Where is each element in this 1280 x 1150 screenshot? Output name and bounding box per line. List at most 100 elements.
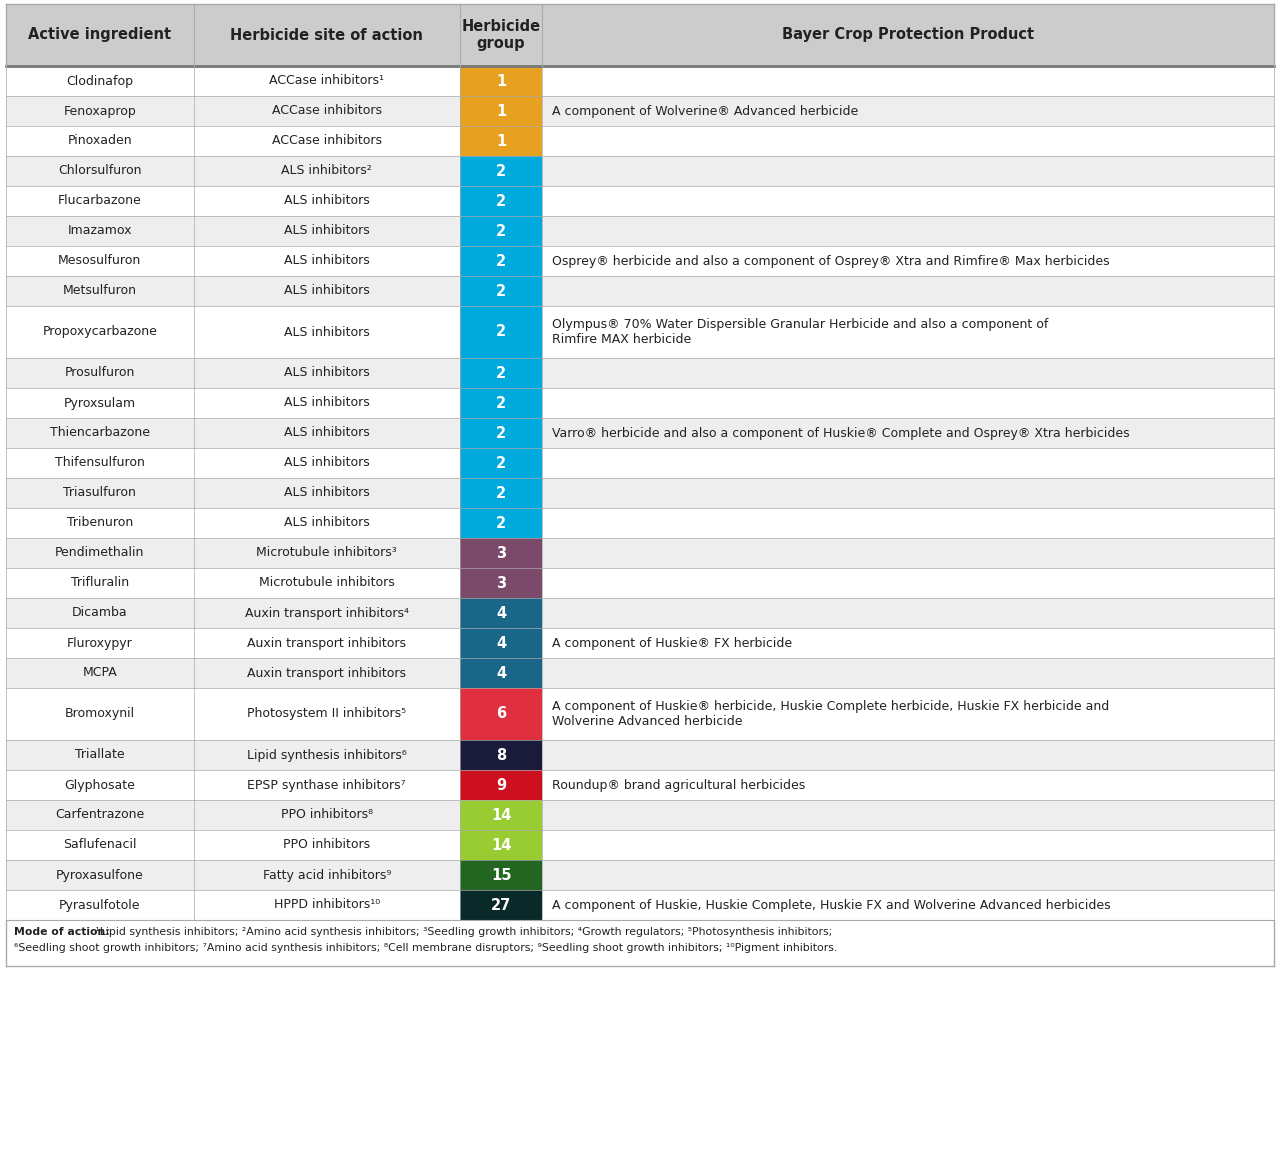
Bar xyxy=(460,306,543,358)
Text: Photosystem II inhibitors⁵: Photosystem II inhibitors⁵ xyxy=(247,707,406,721)
Text: ALS inhibitors: ALS inhibitors xyxy=(284,325,370,338)
Bar xyxy=(460,890,543,920)
Bar xyxy=(6,216,193,246)
Text: PPO inhibitors⁸: PPO inhibitors⁸ xyxy=(280,808,372,821)
Text: Microtubule inhibitors³: Microtubule inhibitors³ xyxy=(256,546,397,560)
Bar xyxy=(543,739,1274,771)
Text: Imazamox: Imazamox xyxy=(68,224,132,238)
Text: A component of Wolverine® Advanced herbicide: A component of Wolverine® Advanced herbi… xyxy=(553,105,859,117)
Bar xyxy=(460,478,543,508)
Bar xyxy=(460,860,543,890)
Text: Prosulfuron: Prosulfuron xyxy=(65,367,134,380)
Bar xyxy=(543,478,1274,508)
Text: 2: 2 xyxy=(497,253,506,268)
Text: Flucarbazone: Flucarbazone xyxy=(58,194,142,207)
Text: Pyrasulfotole: Pyrasulfotole xyxy=(59,898,141,912)
Text: 1: 1 xyxy=(497,74,507,89)
Text: Chlorsulfuron: Chlorsulfuron xyxy=(58,164,142,177)
Text: 1: 1 xyxy=(497,104,507,118)
Bar xyxy=(543,156,1274,186)
Bar xyxy=(6,388,193,417)
Text: 14: 14 xyxy=(492,837,511,852)
Text: ⁶Seedling shoot growth inhibitors; ⁷Amino acid synthesis inhibitors; ⁸Cell membr: ⁶Seedling shoot growth inhibitors; ⁷Amin… xyxy=(14,943,837,953)
Bar xyxy=(460,448,543,478)
Text: Bromoxynil: Bromoxynil xyxy=(65,707,134,721)
Text: 2: 2 xyxy=(497,455,506,470)
Text: A component of Huskie® FX herbicide: A component of Huskie® FX herbicide xyxy=(553,636,792,650)
Text: Mode of action:: Mode of action: xyxy=(14,927,110,937)
Text: Pyroxsulam: Pyroxsulam xyxy=(64,397,136,409)
Text: Clodinafop: Clodinafop xyxy=(67,75,133,87)
Text: Lipid synthesis inhibitors⁶: Lipid synthesis inhibitors⁶ xyxy=(247,749,407,761)
Text: EPSP synthase inhibitors⁷: EPSP synthase inhibitors⁷ xyxy=(247,779,406,791)
Text: 1: 1 xyxy=(497,133,507,148)
Text: PPO inhibitors: PPO inhibitors xyxy=(283,838,370,851)
Text: Herbicide site of action: Herbicide site of action xyxy=(230,28,424,43)
Text: 6: 6 xyxy=(497,706,506,721)
Bar xyxy=(193,417,460,448)
Bar xyxy=(460,66,543,95)
Bar xyxy=(460,739,543,771)
Text: 8: 8 xyxy=(497,748,507,762)
Text: 2: 2 xyxy=(497,284,506,299)
Bar xyxy=(193,770,460,800)
Bar xyxy=(6,448,193,478)
Bar xyxy=(193,628,460,658)
Text: ALS inhibitors: ALS inhibitors xyxy=(284,254,370,268)
Bar xyxy=(460,568,543,598)
Bar xyxy=(6,66,193,95)
Bar xyxy=(543,306,1274,358)
Text: MCPA: MCPA xyxy=(82,667,118,680)
Bar xyxy=(543,186,1274,216)
Bar xyxy=(460,800,543,830)
Text: 2: 2 xyxy=(497,163,506,178)
Text: 27: 27 xyxy=(492,897,511,912)
Bar xyxy=(543,628,1274,658)
Text: Dicamba: Dicamba xyxy=(72,606,128,620)
Bar xyxy=(460,628,543,658)
Bar xyxy=(193,568,460,598)
Bar xyxy=(6,508,193,538)
Bar xyxy=(543,388,1274,417)
Text: ALS inhibitors: ALS inhibitors xyxy=(284,367,370,380)
Text: ALS inhibitors: ALS inhibitors xyxy=(284,427,370,439)
Bar xyxy=(193,358,460,388)
Text: 2: 2 xyxy=(497,485,506,500)
Bar xyxy=(543,66,1274,95)
Bar xyxy=(6,598,193,628)
Text: Tribenuron: Tribenuron xyxy=(67,516,133,529)
Bar xyxy=(6,538,193,568)
Bar xyxy=(543,658,1274,688)
Bar xyxy=(6,95,193,126)
Bar xyxy=(543,276,1274,306)
Bar xyxy=(6,3,1274,66)
Text: Pendimethalin: Pendimethalin xyxy=(55,546,145,560)
Text: ACCase inhibitors¹: ACCase inhibitors¹ xyxy=(269,75,384,87)
Text: Saflufenacil: Saflufenacil xyxy=(63,838,137,851)
Text: Thifensulfuron: Thifensulfuron xyxy=(55,457,145,469)
Text: 2: 2 xyxy=(497,396,506,411)
Text: ACCase inhibitors: ACCase inhibitors xyxy=(271,105,381,117)
Bar xyxy=(460,276,543,306)
Bar xyxy=(6,568,193,598)
Bar xyxy=(193,538,460,568)
Bar xyxy=(460,388,543,417)
Bar xyxy=(193,186,460,216)
Bar xyxy=(543,598,1274,628)
Bar xyxy=(6,306,193,358)
Bar xyxy=(543,246,1274,276)
Text: Roundup® brand agricultural herbicides: Roundup® brand agricultural herbicides xyxy=(553,779,805,791)
Bar xyxy=(543,568,1274,598)
Bar xyxy=(543,800,1274,830)
Bar xyxy=(460,246,543,276)
Bar xyxy=(193,478,460,508)
Bar xyxy=(543,126,1274,156)
Text: Osprey® herbicide and also a component of Osprey® Xtra and Rimfire® Max herbicid: Osprey® herbicide and also a component o… xyxy=(553,254,1110,268)
Text: ALS inhibitors²: ALS inhibitors² xyxy=(282,164,372,177)
Text: 2: 2 xyxy=(497,366,506,381)
Text: Pyroxasulfone: Pyroxasulfone xyxy=(56,868,143,882)
Text: Propoxycarbazone: Propoxycarbazone xyxy=(42,325,157,338)
Text: 3: 3 xyxy=(497,575,506,590)
Bar xyxy=(193,448,460,478)
Bar xyxy=(193,658,460,688)
